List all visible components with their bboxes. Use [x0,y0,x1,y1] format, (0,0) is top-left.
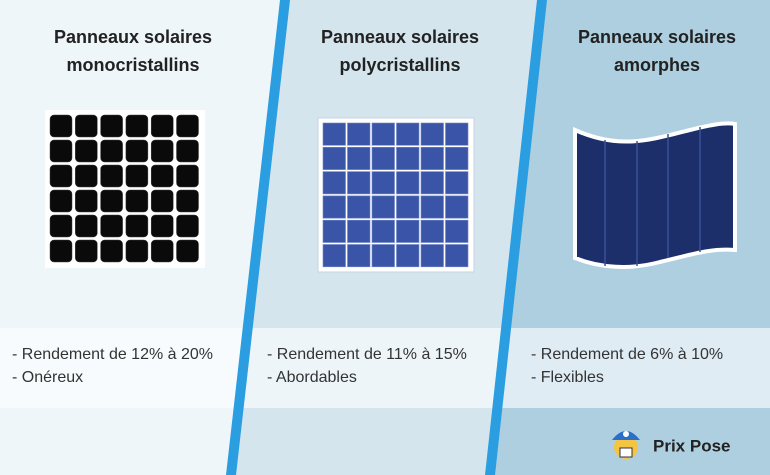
poly-panel [317,117,475,273]
feature-band [0,328,770,408]
cell [75,164,98,188]
cell [125,114,149,138]
cell [150,239,174,263]
cell [396,195,420,219]
cell [347,195,371,219]
feature: - Onéreux [12,369,83,386]
cell [347,122,371,146]
feature: - Rendement de 11% à 15% [267,346,467,363]
column-title: Panneaux solaires [54,27,212,47]
feature: - Abordables [267,369,357,386]
cell [396,219,420,243]
cell [420,219,444,243]
cell [445,147,469,170]
cell [150,139,174,163]
cell [396,147,420,170]
column-title: Panneaux solaires [578,27,736,47]
cell [150,214,174,238]
cell [100,164,123,188]
cell [75,214,98,238]
column-title: polycristallins [339,55,460,75]
cell [75,139,98,163]
cell [445,171,469,195]
cell [371,244,395,268]
cell [396,171,420,195]
cell [75,114,98,138]
cell [420,171,444,195]
column-title: amorphes [614,55,700,75]
cell [100,114,123,138]
cell [150,189,174,213]
cell [371,219,395,243]
amorphous-panel [573,121,737,269]
cell [100,214,123,238]
cell [322,147,346,170]
cell [420,147,444,170]
cell [75,239,98,263]
cell [396,122,420,146]
cell [49,114,73,138]
cell [125,189,149,213]
cell [347,219,371,243]
cell [322,171,346,195]
cell [176,164,199,188]
cell [125,164,149,188]
cell [347,147,371,170]
cell [176,114,199,138]
feature: - Rendement de 6% à 10% [531,346,723,363]
cell [176,214,199,238]
cell [100,189,123,213]
cell [396,244,420,268]
mono-panel [45,110,205,268]
separator [485,0,547,475]
feature: - Flexibles [531,369,604,386]
cell [49,189,73,213]
cell [322,122,346,146]
cell [150,114,174,138]
separator [226,0,290,475]
cell [445,244,469,268]
logo [612,431,640,459]
cell [125,139,149,163]
cell [322,219,346,243]
cell [176,239,199,263]
cell [100,139,123,163]
cell [49,214,73,238]
cell [125,239,149,263]
cell [445,195,469,219]
cell [347,244,371,268]
cell [322,195,346,219]
cell [100,239,123,263]
brand-name: Prix Pose [653,436,731,455]
feature: - Rendement de 12% à 20% [12,346,213,363]
cell [420,122,444,146]
cell [445,122,469,146]
cell [49,239,73,263]
cell [420,244,444,268]
cell [49,139,73,163]
column-title: Panneaux solaires [321,27,479,47]
cell [75,189,98,213]
cell [420,195,444,219]
cell [347,171,371,195]
cell [176,189,199,213]
cell [371,122,395,146]
cell [150,164,174,188]
column-title: monocristallins [66,55,199,75]
cell [322,244,346,268]
cell [371,147,395,170]
cell [371,171,395,195]
cell [371,195,395,219]
cell [445,219,469,243]
cell [176,139,199,163]
cell [49,164,73,188]
cell [125,214,149,238]
